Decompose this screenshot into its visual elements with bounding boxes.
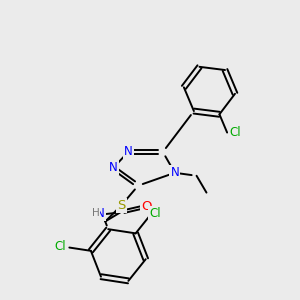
Text: Cl: Cl (229, 126, 241, 139)
Text: S: S (117, 199, 125, 212)
Text: H: H (92, 208, 99, 218)
Text: N: N (170, 166, 179, 179)
Text: Cl: Cl (149, 207, 160, 220)
Text: N: N (96, 207, 105, 220)
Text: Cl: Cl (55, 240, 66, 254)
Text: N: N (124, 146, 133, 158)
Text: N: N (109, 161, 118, 174)
Text: O: O (141, 200, 151, 213)
